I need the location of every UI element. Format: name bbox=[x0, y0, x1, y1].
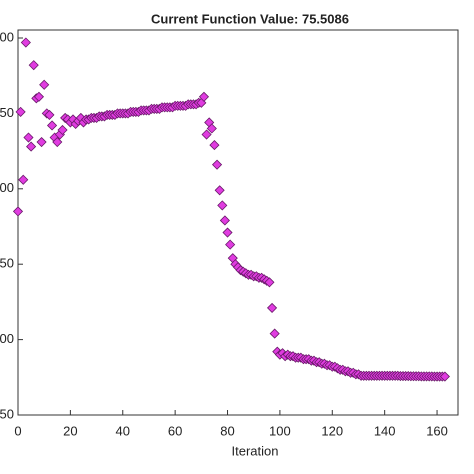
marker bbox=[36, 136, 47, 148]
marker bbox=[439, 371, 450, 382]
x-tick-label: 60 bbox=[168, 423, 182, 438]
marker bbox=[46, 120, 58, 131]
marker bbox=[206, 123, 217, 134]
marker bbox=[264, 277, 275, 288]
y-tick-label: 150 bbox=[0, 256, 14, 271]
marker bbox=[217, 200, 228, 211]
marker bbox=[57, 124, 68, 136]
chart-title: Current Function Value: 75.5086 bbox=[151, 11, 349, 26]
plot-frame bbox=[17, 29, 459, 416]
x-tick-label: 40 bbox=[116, 423, 130, 438]
marker bbox=[20, 37, 31, 48]
marker bbox=[52, 136, 63, 148]
y-tick-label: 250 bbox=[0, 105, 14, 120]
marker bbox=[39, 79, 50, 90]
marker bbox=[214, 185, 225, 196]
y-tick-label: 300 bbox=[0, 29, 14, 44]
marker bbox=[209, 140, 220, 151]
marker bbox=[211, 159, 223, 170]
x-tick-label: 100 bbox=[269, 423, 291, 438]
marker bbox=[33, 91, 45, 102]
marker bbox=[222, 227, 233, 238]
x-tick-label: 80 bbox=[220, 423, 234, 438]
y-tick-label: 100 bbox=[0, 331, 14, 346]
marker bbox=[198, 91, 210, 102]
marker bbox=[28, 60, 39, 71]
x-tick-label: 0 bbox=[14, 423, 21, 438]
x-tick-label: 20 bbox=[63, 423, 77, 438]
marker bbox=[269, 328, 280, 339]
marker bbox=[44, 109, 55, 120]
marker bbox=[18, 174, 29, 185]
marker bbox=[12, 206, 24, 217]
x-tick-label: 160 bbox=[426, 423, 448, 438]
y-tick-label: 50 bbox=[0, 406, 14, 421]
marker bbox=[219, 215, 230, 226]
marker bbox=[225, 239, 236, 250]
marker bbox=[266, 302, 278, 313]
x-tick-label: 140 bbox=[374, 423, 396, 438]
x-axis-label: Iteration bbox=[232, 443, 279, 458]
marker bbox=[23, 132, 34, 143]
marker bbox=[26, 141, 37, 152]
marker bbox=[15, 106, 26, 117]
x-tick-label: 120 bbox=[321, 423, 343, 438]
y-tick-label: 200 bbox=[0, 180, 14, 195]
marker bbox=[201, 129, 212, 140]
